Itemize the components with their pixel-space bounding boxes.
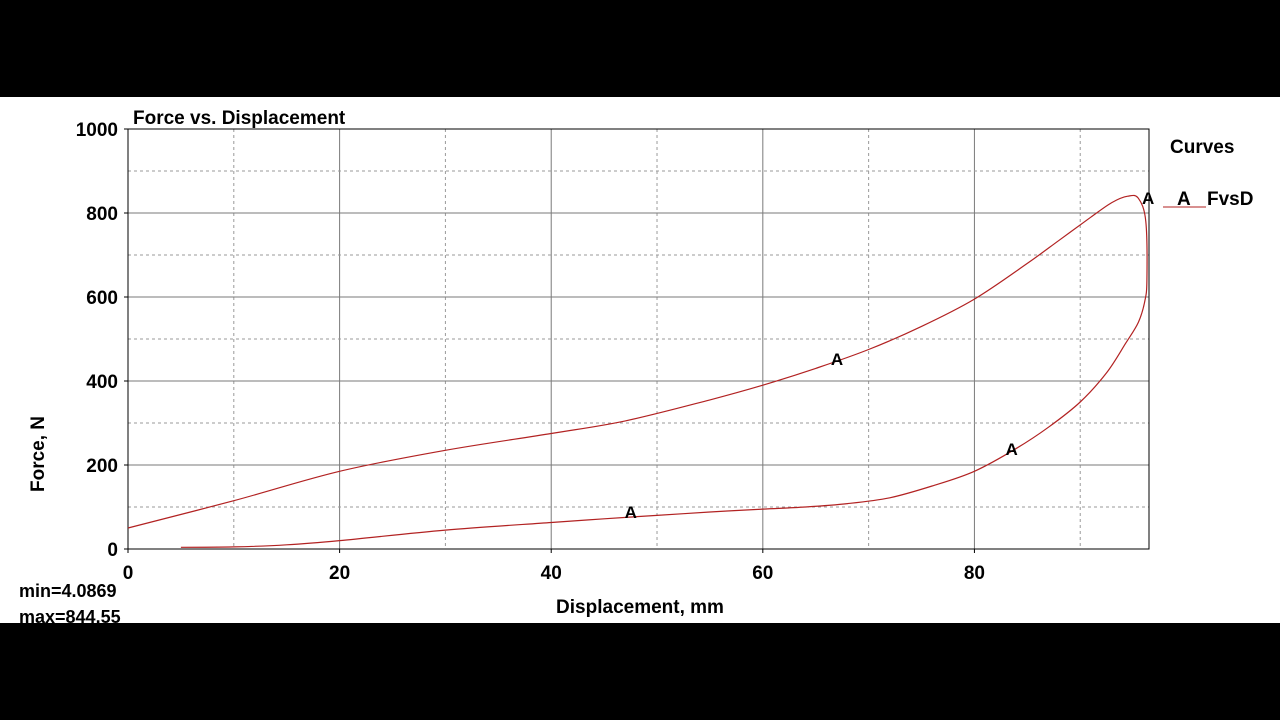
legend-series-name: FvsD: [1207, 189, 1253, 210]
y-tick-label: 400: [86, 372, 118, 393]
y-tick-label: 800: [86, 204, 118, 225]
x-tick-label: 80: [964, 563, 985, 584]
series-line-FvsD: [127, 194, 1148, 548]
point-labels: A A A A: [625, 189, 1155, 522]
y-axis-label: Force, N: [28, 416, 49, 492]
max-label: max=844.55: [19, 607, 121, 623]
series-point-label: A: [625, 503, 637, 522]
x-axis-label: Displacement, mm: [556, 597, 724, 618]
y-tick-label: 0: [107, 540, 118, 561]
series-point-label: A: [1005, 440, 1017, 459]
chart-title: Force vs. Displacement: [133, 108, 346, 129]
x-tick-label: 40: [541, 563, 562, 584]
plot-border: [127, 128, 1150, 550]
min-label: min=4.0869: [19, 581, 117, 601]
y-tick-label: 200: [86, 456, 118, 477]
grid: [127, 129, 1149, 549]
legend-title: Curves: [1170, 137, 1234, 158]
y-tick-label: 600: [86, 288, 118, 309]
series-point-label: A: [1142, 189, 1154, 208]
x-tick-label: 60: [752, 563, 773, 584]
series: [127, 194, 1148, 548]
x-tick-label: 20: [329, 563, 350, 584]
y-tick-label: 1000: [76, 120, 118, 141]
legend-series-marker: A: [1177, 189, 1191, 210]
x-tick-label: 0: [123, 563, 134, 584]
series-point-label: A: [831, 350, 843, 369]
